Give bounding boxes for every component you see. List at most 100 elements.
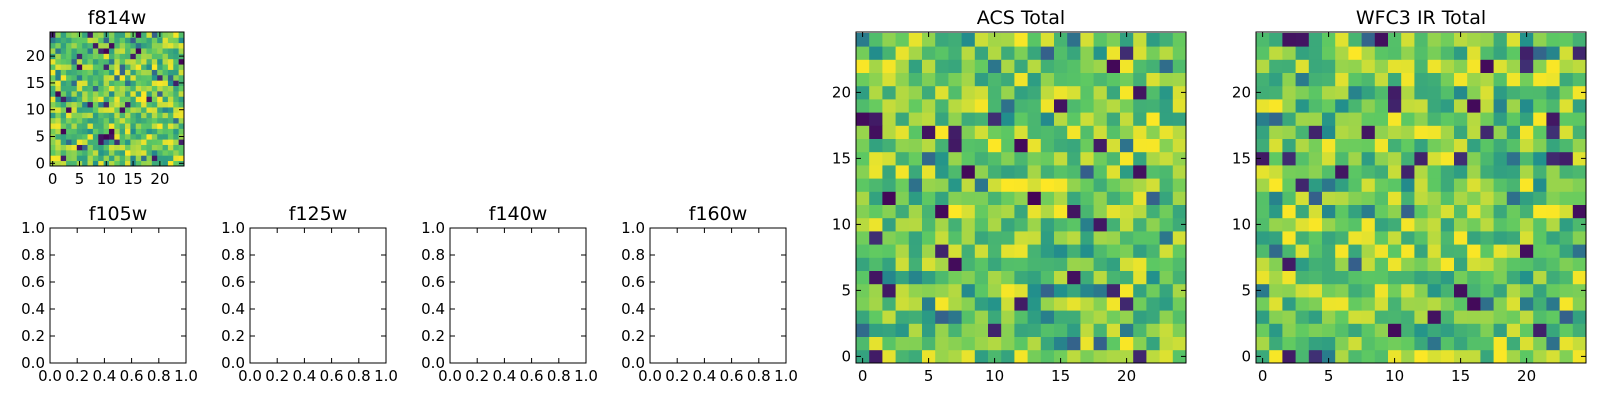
heatmap-cell	[167, 139, 174, 145]
heatmap-cell	[66, 42, 72, 49]
heatmap-cell	[869, 283, 883, 298]
heatmap-cell	[55, 69, 62, 76]
heatmap-cell	[157, 133, 163, 140]
axes-frame-f814w	[49, 31, 185, 167]
heatmap-cell	[869, 46, 883, 60]
y-tick-label: 20	[1232, 83, 1251, 101]
heatmap-cell	[141, 101, 147, 108]
heatmap-cell	[1572, 270, 1587, 285]
heatmap-cell	[974, 99, 989, 113]
x-tick-label: 0.4	[92, 367, 116, 385]
heatmap-cell	[1348, 349, 1362, 364]
heatmap-cell	[162, 112, 169, 119]
heatmap-cell	[961, 349, 976, 364]
heatmap-cell	[66, 112, 72, 119]
heatmap-cell	[961, 217, 976, 232]
heatmap-cell	[1506, 46, 1521, 60]
heatmap-cell	[1001, 349, 1015, 364]
heatmap-cell	[98, 112, 104, 119]
heatmap-cell	[114, 149, 121, 156]
heatmap-cell	[1159, 59, 1174, 73]
heatmap-cell	[98, 144, 104, 151]
heatmap-cell	[922, 99, 936, 113]
heatmap-cell	[1256, 112, 1270, 126]
heatmap-cell	[1467, 231, 1481, 245]
heatmap-cell	[1106, 178, 1121, 192]
heatmap-cell	[82, 58, 88, 65]
heatmap-cell	[1269, 283, 1283, 298]
heatmap-cell	[1001, 59, 1015, 73]
heatmap-cell	[974, 72, 989, 87]
heatmap-cell	[82, 69, 88, 76]
heatmap-cell	[1256, 85, 1270, 100]
heatmap-cell	[1159, 323, 1174, 337]
heatmap-cell	[135, 96, 142, 103]
heatmap-cell	[1133, 231, 1147, 245]
heatmap-cell	[55, 96, 62, 103]
heatmap-cell	[103, 96, 110, 103]
heatmap-cell	[1506, 191, 1521, 205]
heatmap-cell	[87, 42, 94, 49]
heatmap-cell	[173, 48, 180, 54]
heatmap-cell	[151, 149, 158, 156]
heatmap-cell	[948, 191, 962, 205]
heatmap-cell	[130, 107, 137, 113]
heatmap-cell	[961, 297, 976, 311]
heatmap-cell	[1559, 283, 1574, 298]
heatmap-cell	[961, 257, 976, 271]
heatmap-cell	[1159, 112, 1174, 126]
heatmap-cell	[151, 139, 158, 145]
heatmap-cell	[908, 59, 923, 73]
heatmap-cell	[55, 42, 62, 49]
heatmap-cell	[1440, 59, 1455, 73]
heatmap-cell	[1282, 310, 1296, 324]
heatmap-cell	[961, 33, 976, 47]
heatmap-cell	[167, 74, 174, 81]
heatmap-cell	[60, 149, 67, 156]
heatmap-cell	[1361, 191, 1376, 205]
heatmap-cell	[82, 42, 88, 49]
heatmap-cell	[1559, 125, 1574, 139]
heatmap-cell	[82, 155, 88, 162]
heatmap-cell	[1480, 244, 1494, 258]
heatmap-cell	[869, 310, 883, 324]
heatmap-cell	[1374, 33, 1389, 47]
heatmap-cell	[50, 69, 56, 76]
heatmap-cell	[1146, 204, 1160, 219]
heatmap-cell	[1054, 244, 1068, 258]
heatmap-cell	[1172, 178, 1187, 192]
heatmap-cell	[1401, 204, 1415, 219]
heatmap-cell	[162, 32, 169, 38]
heatmap-cell	[882, 99, 896, 113]
heatmap-cell	[1493, 85, 1508, 100]
heatmap-cell	[1440, 165, 1455, 179]
heatmap-cell	[1480, 297, 1494, 311]
heatmap-cell	[162, 149, 169, 156]
heatmap-cell	[988, 244, 1002, 258]
heatmap-cell	[1361, 46, 1376, 60]
heatmap-cell	[1146, 257, 1160, 271]
heatmap-cell	[895, 165, 910, 179]
heatmap-cell	[1335, 297, 1349, 311]
y-tick-label: 0.0	[221, 354, 245, 372]
heatmap-cell	[71, 90, 78, 97]
heatmap-cell	[935, 33, 949, 47]
heatmap-cell	[1414, 231, 1428, 245]
heatmap-cell	[1269, 257, 1283, 271]
heatmap-cell	[869, 33, 883, 47]
heatmap-cell	[1427, 165, 1442, 179]
heatmap-cell	[141, 37, 147, 44]
heatmap-cell	[1467, 125, 1481, 139]
heatmap-cell	[119, 101, 126, 108]
heatmap-cell	[1559, 270, 1574, 285]
heatmap-cell	[146, 42, 153, 49]
heatmap-cell	[988, 231, 1002, 245]
heatmap-cell	[173, 64, 180, 70]
heatmap-cell	[1120, 297, 1134, 311]
heatmap-cell	[1001, 151, 1015, 166]
heatmap-cell	[82, 117, 88, 124]
heatmap-cell	[908, 85, 923, 100]
heatmap-cell	[1454, 112, 1468, 126]
heatmap-cell	[1533, 257, 1547, 271]
